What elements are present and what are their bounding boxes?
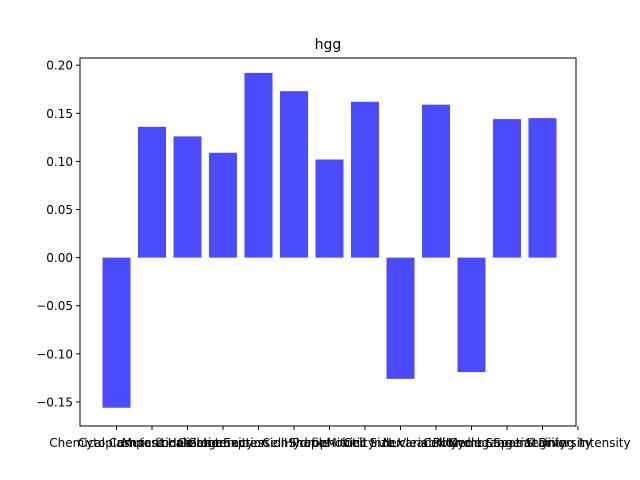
x-tick-label: Cell Shape [262, 436, 326, 450]
x-tick-label: Mutant Heterogeneity [122, 436, 254, 450]
y-tick-label: 0.20 [46, 59, 73, 73]
chart-title: hgg [315, 37, 342, 53]
x-tick-label: Cell Size Variability [343, 436, 457, 450]
y-tick-label: −0.10 [36, 347, 73, 361]
x-tick-label: Membrane Integrity [447, 436, 566, 450]
bar [244, 72, 273, 258]
bar [173, 136, 202, 258]
bar [102, 257, 131, 408]
y-tick-label: 0.10 [46, 155, 73, 169]
x-tick-label: Cell Interaction [177, 436, 268, 450]
x-tick-label: Nuclear Rounding [383, 436, 490, 450]
bar [422, 104, 450, 258]
x-tick-label: Cell Cycle Stage [423, 436, 521, 450]
bar [280, 91, 308, 258]
x-tick-label: Staining Intensity [525, 436, 630, 450]
x-tick-label: Gene Expression Profile [188, 436, 330, 450]
bars-group [102, 72, 557, 408]
bar [457, 257, 486, 373]
bar [528, 118, 557, 258]
x-tick-label: Hydrophobicity [284, 436, 375, 450]
bar [209, 152, 237, 258]
y-axis: −0.15 −0.10 −0.05 0.00 0.05 0.10 0.15 0.20 [36, 59, 80, 409]
bar [138, 126, 166, 258]
x-tick-label: Mitotic Index [326, 436, 403, 450]
x-tick-label: Cytoplasmic Localization [78, 436, 227, 450]
y-tick-label: −0.05 [36, 299, 73, 313]
plot-frame [79, 57, 577, 427]
bar [351, 101, 379, 258]
x-tick-label: Spatial Diversity [493, 436, 592, 450]
y-tick-label: −0.15 [36, 395, 73, 409]
y-tick-label: 0.00 [46, 251, 73, 265]
bar [386, 257, 415, 379]
y-tick-label: 0.15 [46, 107, 73, 121]
x-tick-label: Chemical Composition [49, 436, 183, 450]
bar [493, 119, 521, 258]
y-tick-label: 0.05 [46, 203, 73, 217]
bar [315, 159, 344, 258]
